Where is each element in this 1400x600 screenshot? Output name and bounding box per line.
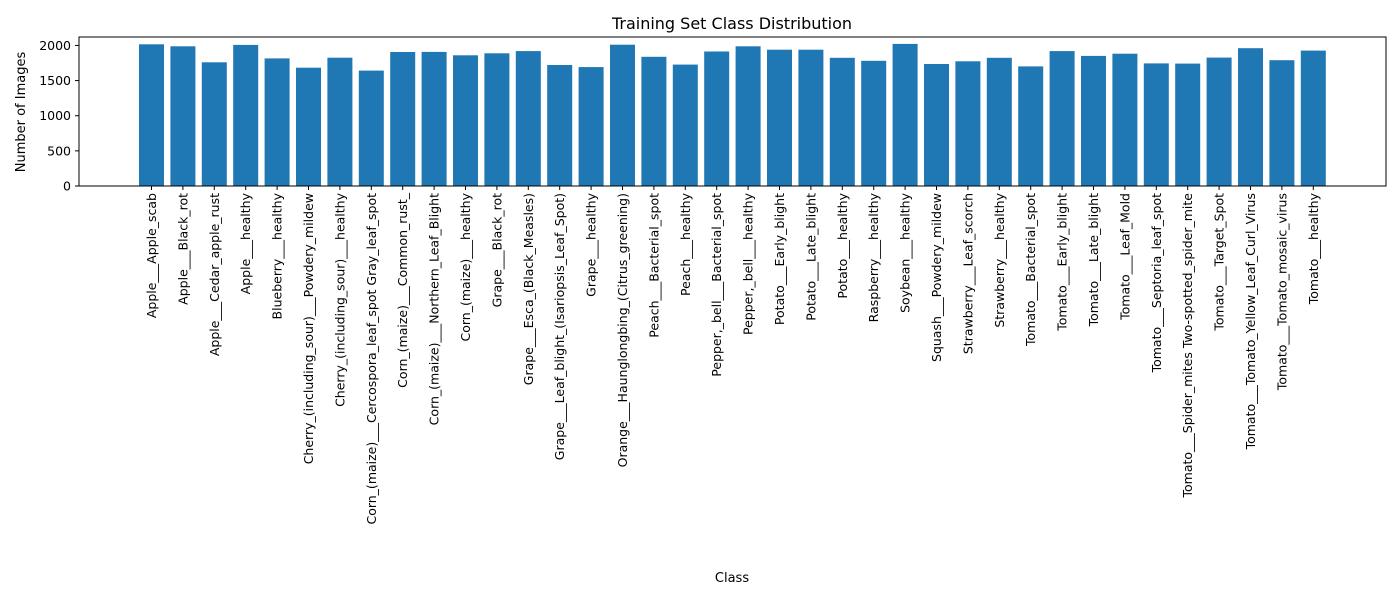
- x-tick-label: Corn_(maize)___Cercospora_leaf_spot Gray…: [364, 193, 379, 525]
- x-tick-label: Tomato___Bacterial_spot: [1023, 193, 1038, 347]
- bar: [1143, 63, 1169, 186]
- bar: [327, 57, 353, 187]
- bar: [1238, 48, 1263, 187]
- bar: [986, 57, 1012, 186]
- x-tick-label: Corn_(maize)___healthy: [458, 192, 473, 341]
- bar: [1112, 53, 1138, 187]
- x-tick-label: Corn_(maize)___Common_rust_: [395, 192, 410, 388]
- x-tick-label: Potato___Early_blight: [772, 193, 787, 325]
- bar: [1206, 57, 1232, 186]
- x-axis-label: Class: [715, 571, 749, 586]
- x-tick-label: Peach___Bacterial_spot: [646, 193, 661, 338]
- bar: [829, 57, 855, 186]
- bar: [421, 51, 447, 187]
- bar: [264, 58, 290, 186]
- bar: [201, 62, 227, 186]
- x-axis: Apple___Apple_scab Apple___Black_rot Apple…: [144, 186, 1321, 525]
- bar: [233, 44, 259, 187]
- x-tick-label: Grape___Esca_(Black_Measles): [521, 193, 536, 385]
- plot-frame: [78, 36, 1387, 187]
- y-tick-label: 1000: [39, 108, 71, 123]
- bar: [515, 51, 541, 186]
- x-tick-label: Squash___Powdery_mildew: [929, 193, 944, 362]
- bar: [1175, 63, 1201, 186]
- x-tick-label: Potato___healthy: [835, 192, 850, 298]
- bar: [170, 46, 196, 186]
- x-tick-label: Tomato___Spider_mites Two-spotted_spider…: [1180, 193, 1195, 499]
- x-tick-label: Apple___healthy: [238, 192, 253, 294]
- x-tick-label: Tomato___Tomato_Yellow_Leaf_Curl_Virus: [1243, 193, 1258, 450]
- x-tick-label: Grape___healthy: [584, 192, 599, 296]
- bar: [610, 44, 635, 187]
- x-tick-label: Cherry_(including_sour)___Powdery_mildew: [301, 193, 316, 464]
- bar: [924, 64, 949, 186]
- y-tick-label: 1500: [39, 73, 71, 88]
- bar: [453, 55, 478, 186]
- x-tick-label: Pepper,_bell___Bacterial_spot: [709, 193, 724, 377]
- x-tick-label: Potato___Late_blight: [803, 193, 818, 321]
- x-tick-label: Tomato___Septoria_leaf_spot: [1149, 193, 1164, 373]
- x-tick-label: Orange___Haunglongbing_(Citrus_greening): [615, 193, 630, 467]
- bar: [798, 49, 824, 187]
- bar: [578, 67, 604, 186]
- x-tick-label: Peach___healthy: [678, 192, 693, 296]
- bar: [955, 61, 981, 186]
- x-tick-label: Raspberry___healthy: [866, 192, 881, 322]
- bar: [641, 56, 667, 186]
- bar: [1269, 60, 1295, 187]
- bars-group: [139, 43, 1326, 187]
- x-tick-label: Apple___Apple_scab: [144, 193, 159, 318]
- bar: [861, 60, 887, 186]
- x-tick-label: Cherry_(including_sour)___healthy: [332, 192, 347, 407]
- bar: [767, 49, 792, 187]
- y-axis: 0 500 1000 1500 2000: [39, 38, 79, 194]
- x-tick-label: Soybean___healthy: [898, 192, 913, 313]
- bar: [1300, 50, 1326, 186]
- bar: [390, 52, 416, 186]
- bar: [735, 46, 761, 186]
- x-tick-label: Tomato___Target_Spot: [1212, 193, 1227, 332]
- bar: [672, 64, 698, 186]
- x-tick-label: Tomato___Early_blight: [1055, 193, 1070, 332]
- bar: [296, 67, 321, 186]
- x-tick-label: Grape___Leaf_blight_(Isariopsis_Leaf_Spo…: [552, 193, 567, 460]
- y-tick-label: 2000: [39, 38, 71, 53]
- x-tick-label: Tomato___Leaf_Mold: [1117, 193, 1132, 321]
- bar: [139, 44, 164, 186]
- bar: [1081, 55, 1106, 187]
- bar: [484, 53, 510, 186]
- x-tick-label: Apple___Cedar_apple_rust: [207, 193, 222, 356]
- x-tick-label: Strawberry___healthy: [992, 192, 1007, 327]
- chart-title: Training Set Class Distribution: [611, 14, 852, 33]
- bar: [1018, 66, 1044, 186]
- x-tick-label: Corn_(maize)___Northern_Leaf_Blight: [427, 193, 442, 425]
- x-tick-label: Tomato___healthy: [1306, 192, 1321, 305]
- x-tick-label: Tomato___Late_blight: [1086, 193, 1101, 327]
- x-tick-label: Blueberry___healthy: [270, 192, 285, 319]
- bar: [704, 51, 730, 186]
- x-tick-label: Apple___Black_rot: [175, 193, 190, 305]
- y-tick-label: 500: [47, 143, 71, 158]
- x-tick-label: Grape___Black_rot: [489, 193, 504, 307]
- bar: [892, 43, 918, 187]
- y-tick-label: 0: [63, 179, 71, 194]
- bar: [1049, 51, 1075, 186]
- x-tick-label: Strawberry___Leaf_scorch: [960, 193, 975, 354]
- bar: [358, 70, 384, 186]
- x-tick-label: Tomato___Tomato_mosaic_virus: [1274, 193, 1289, 391]
- y-axis-label: Number of Images: [14, 52, 29, 173]
- bar: [547, 65, 573, 186]
- x-tick-label: Pepper,_bell___healthy: [741, 192, 756, 335]
